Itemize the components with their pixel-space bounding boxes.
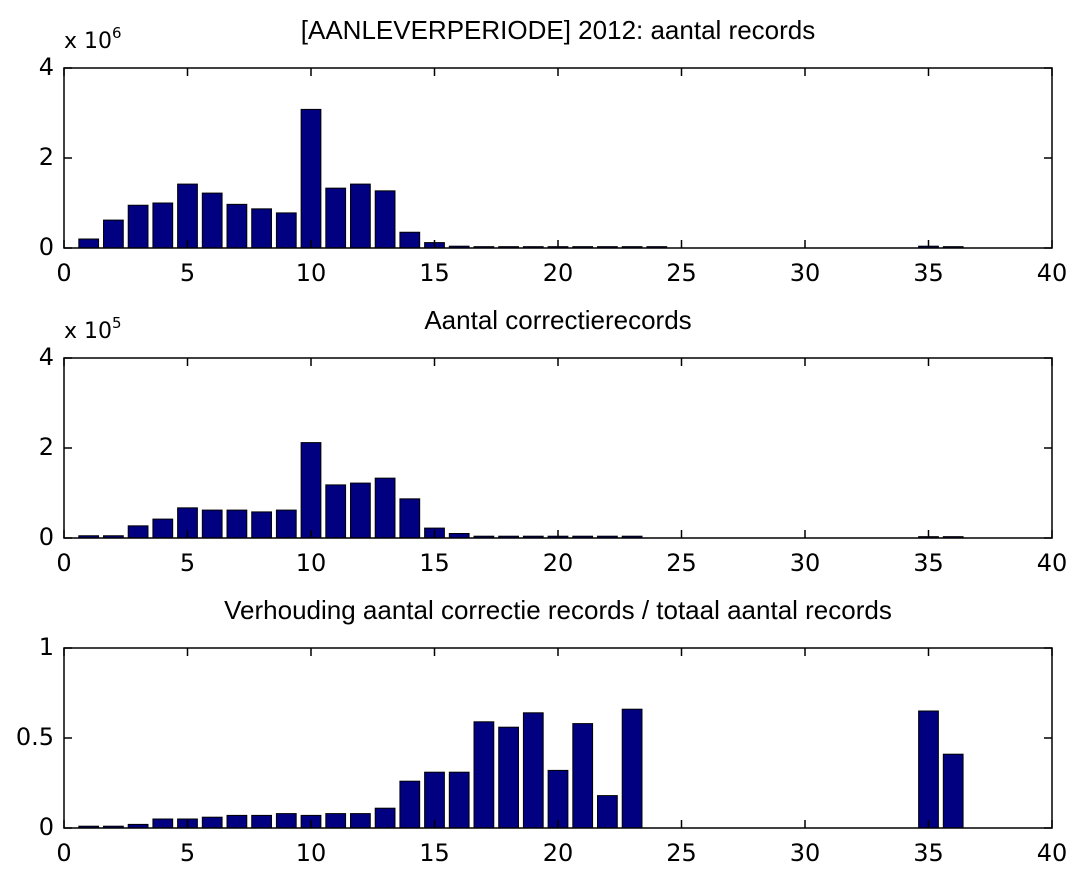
y-tick-label: 2 [39, 143, 54, 171]
bar [498, 726, 519, 829]
bar [152, 818, 174, 829]
bar [251, 814, 272, 829]
y-tick-label: 4 [39, 53, 54, 81]
x-tick-label: 30 [790, 259, 821, 287]
chart-title: Aantal correctierecords [424, 305, 691, 335]
x-tick-label: 30 [790, 549, 821, 577]
bar [152, 202, 174, 249]
bar [103, 219, 124, 249]
y-multiplier-exponent: 5 [112, 314, 122, 332]
x-tick-label: 0 [56, 839, 71, 867]
x-tick-label: 5 [180, 259, 195, 287]
bar [473, 721, 495, 829]
bar [918, 710, 939, 829]
x-tick-label: 20 [543, 839, 574, 867]
subplot: [AANLEVERPERIODE] 2012: aantal records x … [39, 15, 1068, 287]
bar [201, 816, 223, 829]
bar [399, 498, 421, 539]
subplot: Verhouding aantal correctie records / to… [16, 595, 1067, 867]
y-multiplier: x 105 [64, 314, 122, 345]
bar [325, 187, 347, 249]
bar [127, 204, 149, 249]
bar [350, 482, 371, 539]
bar [597, 795, 618, 829]
y-tick-label: 0 [39, 233, 54, 261]
bar [325, 813, 347, 829]
y-tick-label: 1 [39, 633, 54, 661]
bar [448, 771, 470, 829]
bar [152, 518, 174, 539]
bar [374, 190, 396, 249]
bar [522, 712, 544, 829]
x-tick-label: 20 [543, 549, 574, 577]
x-tick-label: 20 [543, 259, 574, 287]
y-tick-label: 2 [39, 433, 54, 461]
y-tick-label: 4 [39, 343, 54, 371]
bar [226, 814, 248, 829]
chart-title: Verhouding aantal correctie records / to… [224, 595, 892, 625]
x-tick-label: 25 [666, 549, 697, 577]
bar [399, 231, 421, 249]
x-tick-label: 10 [296, 259, 327, 287]
x-tick-label: 35 [913, 839, 944, 867]
x-tick-label: 10 [296, 839, 327, 867]
y-tick-label: 0.5 [16, 723, 54, 751]
bar [275, 813, 297, 829]
y-multiplier-base: x 10 [64, 319, 112, 344]
x-tick-label: 40 [1037, 839, 1068, 867]
bar [300, 108, 322, 249]
x-tick-label: 10 [296, 549, 327, 577]
bar [374, 807, 396, 829]
bar [350, 183, 371, 249]
bar [201, 509, 223, 539]
bar [300, 442, 322, 539]
y-multiplier-exponent: 6 [112, 24, 122, 42]
bar [621, 708, 643, 829]
x-tick-label: 15 [419, 839, 450, 867]
x-tick-label: 25 [666, 259, 697, 287]
x-tick-label: 5 [180, 839, 195, 867]
bar [275, 509, 297, 539]
bar [374, 477, 396, 539]
x-tick-label: 35 [913, 259, 944, 287]
bar [226, 203, 248, 249]
bar [424, 771, 445, 829]
x-tick-label: 30 [790, 839, 821, 867]
bar [399, 780, 421, 829]
x-tick-label: 0 [56, 549, 71, 577]
bar [127, 525, 149, 539]
x-tick-label: 40 [1037, 259, 1068, 287]
bar [201, 192, 223, 249]
x-tick-label: 15 [419, 259, 450, 287]
bar [942, 753, 964, 829]
bar [78, 238, 100, 249]
bar [275, 212, 297, 249]
y-tick-label: 0 [39, 813, 54, 841]
y-tick-label: 0 [39, 523, 54, 551]
y-multiplier: x 106 [64, 24, 122, 55]
bar [547, 769, 569, 829]
bar [226, 509, 248, 539]
bar [251, 208, 272, 249]
x-tick-label: 0 [56, 259, 71, 287]
bar [350, 813, 371, 829]
x-tick-label: 5 [180, 549, 195, 577]
x-tick-label: 15 [419, 549, 450, 577]
x-tick-label: 35 [913, 549, 944, 577]
bar [251, 511, 272, 539]
x-tick-label: 40 [1037, 549, 1068, 577]
bar [572, 723, 594, 829]
y-multiplier-base: x 10 [64, 29, 112, 54]
x-tick-label: 25 [666, 839, 697, 867]
chart-title: [AANLEVERPERIODE] 2012: aantal records [301, 15, 815, 45]
bar [177, 183, 198, 249]
bar [325, 484, 347, 539]
